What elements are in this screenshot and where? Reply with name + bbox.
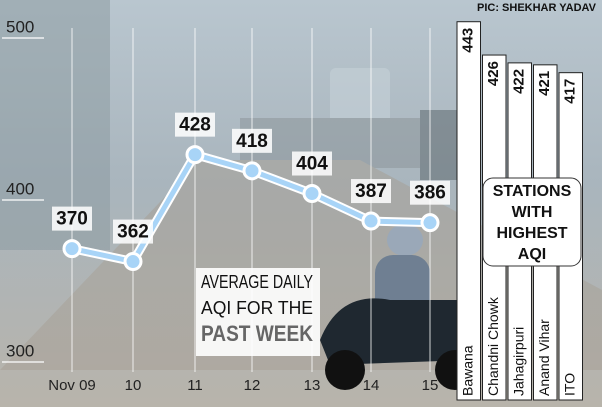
y-tick-label: 500 (6, 17, 34, 36)
title-box (482, 177, 582, 267)
y-tick-label: 300 (6, 341, 34, 360)
category-label: Jahagirpuri (510, 327, 526, 396)
value-label: 417 (562, 79, 579, 104)
x-tick-label: 10 (125, 377, 142, 394)
category-label: Bawana (459, 345, 475, 396)
title: PAST WEEK (201, 321, 313, 346)
point (420, 213, 440, 233)
category-label: ITO (561, 373, 577, 396)
value-label: 421 (536, 71, 553, 96)
y-tick-label: 400 (6, 179, 34, 198)
value-label: 426 (485, 61, 502, 86)
bar-chart: 443 Bawana 426 Chandni Chowk 422 Jahagirpuri 4… (456, 21, 583, 401)
point (123, 252, 143, 272)
title: AQI (518, 246, 546, 263)
value-label: 422 (511, 69, 528, 94)
title: STATIONS (493, 183, 572, 200)
value-label: 404 (296, 154, 328, 175)
line-chart: 300 400 500 Nov 09 10 11 12 13 14 15 370 362 428 418 4… (2, 17, 450, 394)
x-tick-label: 12 (244, 377, 261, 394)
title: HIGHEST (496, 225, 567, 242)
value-label-bg (232, 128, 272, 153)
point (302, 184, 322, 204)
x-tick-label: 11 (187, 377, 203, 394)
value-label: 443 (460, 28, 477, 53)
title-box (196, 268, 320, 356)
value-label-bg (292, 151, 332, 176)
title: AQI FOR THE (201, 298, 313, 318)
category-label: Anand Vihar (536, 319, 552, 396)
x-tick-label: 15 (422, 377, 439, 394)
bar (456, 21, 481, 401)
value-label: 418 (236, 131, 268, 152)
point (242, 161, 262, 181)
point (62, 239, 82, 259)
value-label: 370 (56, 209, 88, 230)
value-label: 362 (117, 222, 149, 243)
x-tick-label: 13 (304, 377, 321, 394)
value-label-bg (175, 112, 215, 137)
value-label: 428 (179, 115, 211, 136)
category-label: Chandni Chowk (485, 296, 501, 396)
value-label-bg (351, 179, 391, 204)
x-tick-label: 14 (363, 377, 380, 394)
value-label: 386 (414, 183, 446, 204)
point (361, 211, 381, 231)
title: WITH (512, 204, 553, 221)
value-label-bg (52, 206, 92, 231)
photo-credit: PIC: SHEKHAR YADAV (477, 2, 597, 14)
x-tick-label: Nov 09 (48, 377, 96, 394)
photo-scene (0, 0, 602, 370)
value-label: 387 (355, 181, 387, 202)
value-label-bg (410, 180, 450, 205)
value-label-bg (113, 219, 153, 244)
title: AVERAGE DAILY (201, 272, 313, 292)
point (185, 145, 205, 165)
